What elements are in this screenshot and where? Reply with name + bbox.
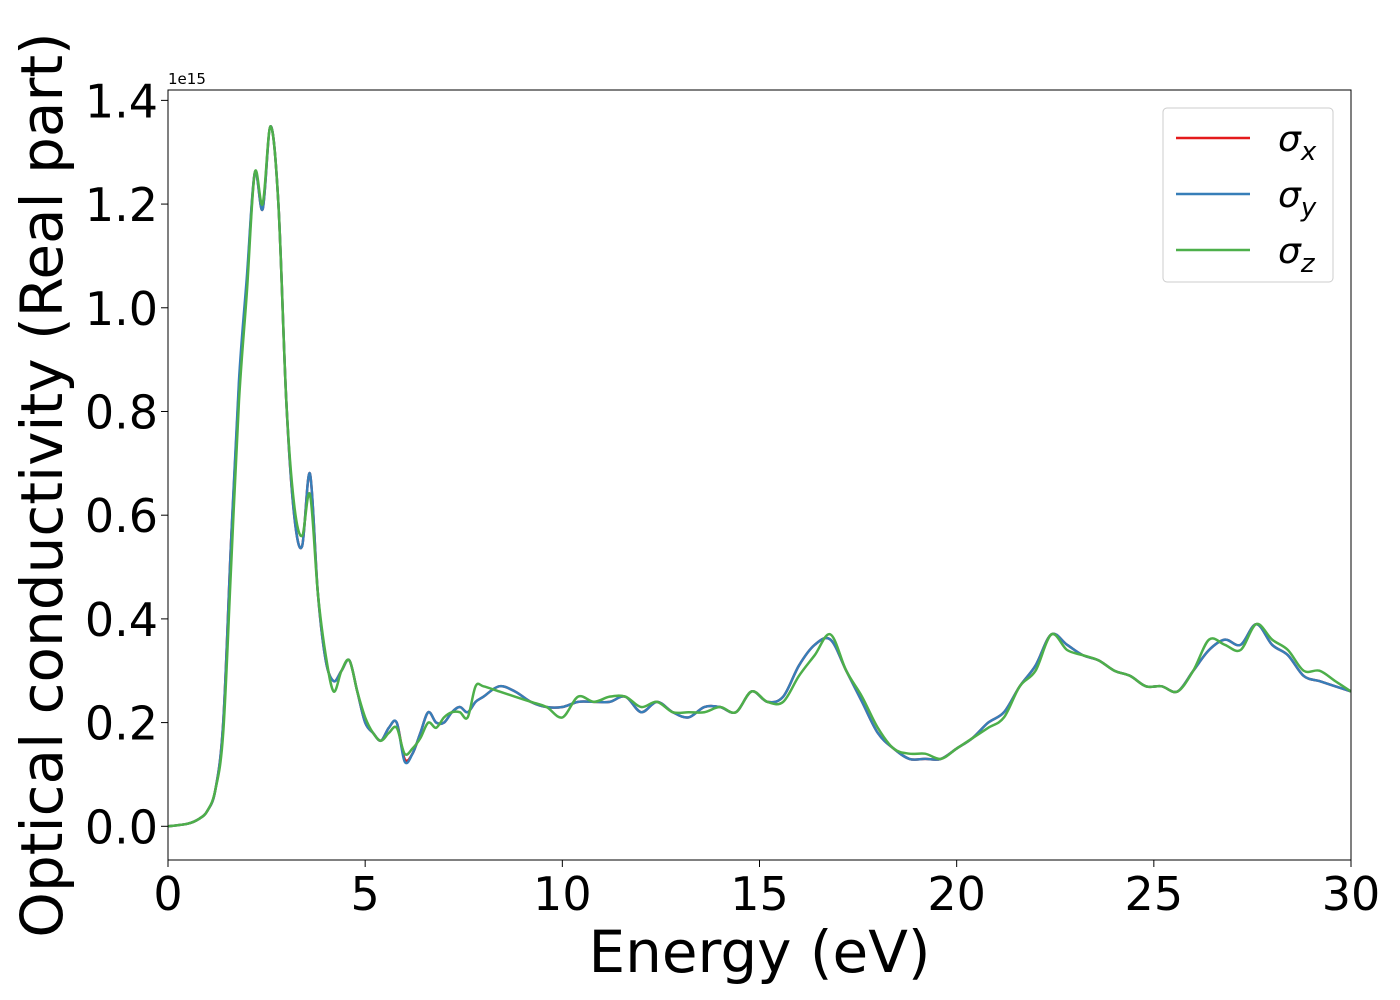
legend-label-symbol: σ	[1278, 119, 1302, 160]
y-tick-label: 0.4	[85, 593, 158, 647]
y-tick-label: 0.6	[85, 489, 158, 543]
y-tick-label: 0.2	[85, 697, 158, 751]
y-axis-offset-label: 1e15	[168, 70, 206, 88]
x-tick-label: 25	[1125, 867, 1184, 921]
y-tick-label: 0.0	[85, 800, 158, 854]
x-tick-label: 5	[351, 867, 380, 921]
y-axis-title: Optical conductivity (Real part)	[8, 32, 76, 937]
legend-label-symbol: σ	[1278, 231, 1302, 272]
x-tick-label: 30	[1322, 867, 1381, 921]
legend-label-subscript: y	[1300, 193, 1317, 223]
y-tick-label: 1.4	[85, 74, 158, 128]
x-tick-label: 10	[533, 867, 592, 921]
legend-label-symbol: σ	[1278, 175, 1302, 216]
legend-label-subscript: z	[1300, 249, 1316, 279]
y-axis: 0.0 0.2 0.4 0.6 0.8 1.0 1.2 1.4	[85, 74, 168, 854]
x-tick-label: 20	[927, 867, 986, 921]
y-tick-label: 1.2	[85, 178, 158, 232]
legend-label-subscript: x	[1300, 137, 1317, 167]
x-axis: 0 5 10 15 20 25 30	[153, 860, 1380, 921]
x-tick-label: 15	[730, 867, 789, 921]
x-tick-label: 0	[153, 867, 182, 921]
y-tick-label: 0.8	[85, 385, 158, 439]
x-axis-title: Energy (eV)	[588, 918, 930, 986]
y-tick-label: 1.0	[85, 282, 158, 336]
